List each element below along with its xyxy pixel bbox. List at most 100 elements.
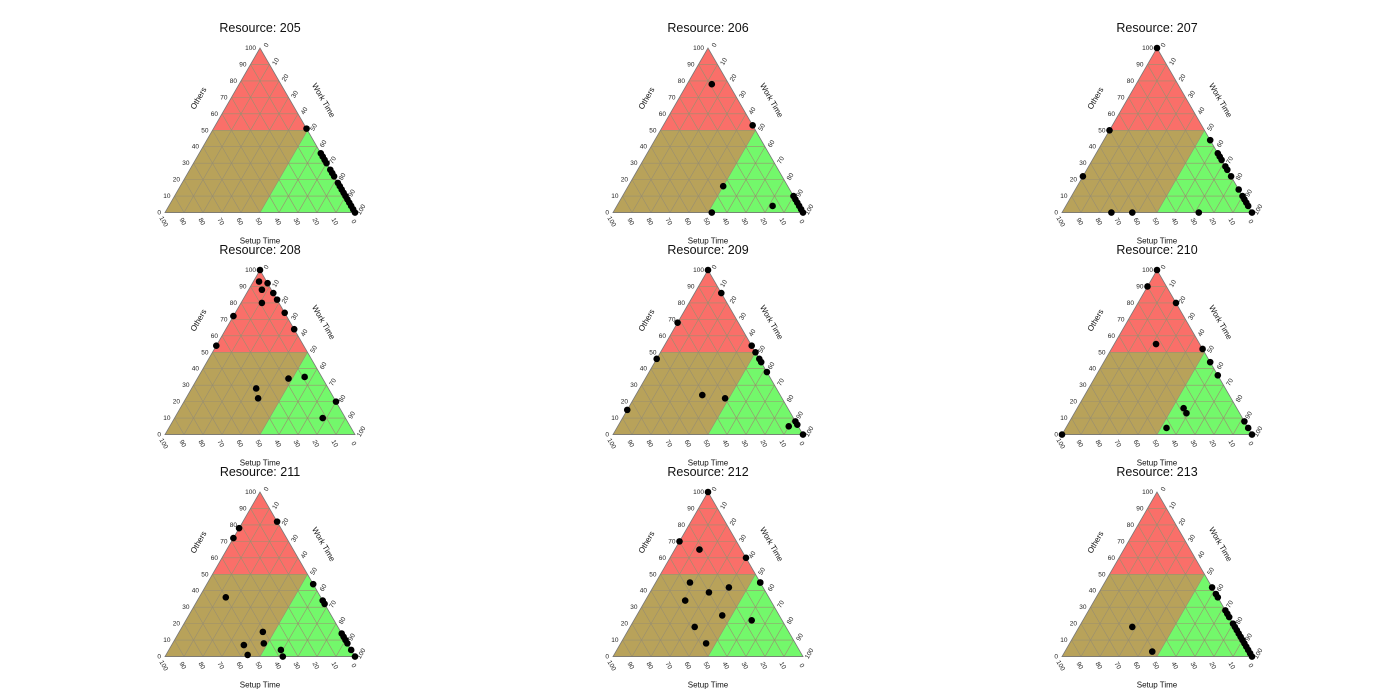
grid-line [622,639,633,657]
data-point [277,646,285,654]
tick-label-others: 70 [668,538,676,545]
tick-label-setup: 0 [349,440,357,447]
tick-label-work: 40 [300,328,310,338]
tick-label-setup: 20 [310,439,320,449]
grid-line [231,541,299,657]
grid-line [221,319,289,435]
tick-label-others: 10 [1060,637,1068,644]
grid-line [221,541,289,657]
tick-label-work: 0 [1160,486,1168,493]
data-point [1183,409,1190,417]
data-point [1199,345,1206,353]
grid-line [183,179,204,213]
tick-label-setup: 90 [1074,661,1084,671]
grid-line [698,286,785,435]
tick-label-setup: 20 [758,217,768,227]
tick-label-work: 30 [738,533,748,543]
region-mid [1109,130,1205,213]
ternary-panel: Resource: 212 0 0 0 10 10 10 20 20 20 30 30 30 40 40 40… [601,454,861,690]
tick-label-setup: 80 [644,439,654,449]
axis-title-setup: Setup Time [240,459,281,468]
grid-line [698,508,785,657]
grid-line [202,368,242,435]
grid-line [726,368,766,435]
region-mid [212,574,308,657]
grid-line [1175,590,1215,657]
tick-label-work: 90 [795,632,805,642]
data-point [704,488,712,496]
grid-line [212,574,261,657]
grid-line [1090,607,1120,657]
axis-title-work: Work Time [758,82,785,120]
grid-line [316,179,337,213]
tick-label-work: 100 [356,647,368,660]
data-point [1163,424,1170,432]
tick-label-others: 20 [1070,399,1078,406]
ternary-plot-svg: Resource: 213000101010202020303030404040… [1054,465,1264,690]
tick-label-setup: 50 [1150,439,1160,449]
tick-label-work: 80 [338,394,348,404]
tick-label-work: 50 [757,566,767,576]
tick-label-work: 40 [748,106,758,116]
grid-line [631,401,652,435]
data-point [255,278,263,285]
tick-label-work: 70 [1225,599,1235,609]
data-point [799,209,807,216]
tick-label-others: 20 [621,177,629,184]
grid-line [259,352,308,435]
grid-line [1118,541,1186,657]
grid-line [650,368,690,435]
tick-label-work: 70 [776,155,786,165]
axis-title-work: Work Time [310,526,337,564]
plot-title: Resource: 213 [1116,465,1197,479]
grid-line [1213,179,1234,213]
data-point [699,391,706,399]
data-point [244,651,251,659]
tick-label-work: 0 [711,264,719,271]
tick-label-others: 90 [687,61,695,68]
tick-label-others: 80 [678,300,686,307]
data-point [264,279,271,287]
tick-label-work: 10 [719,56,729,66]
tick-label-work: 90 [795,410,805,420]
tick-label-work: 50 [309,566,319,576]
data-point [301,373,308,381]
tick-label-others: 90 [687,505,695,512]
grid-line [641,385,671,435]
grid-line [745,385,775,435]
data-point [270,289,277,297]
tick-label-others: 60 [211,111,219,118]
data-point [769,202,776,210]
grid-line [1128,97,1196,213]
axis-title-work: Work Time [310,82,337,120]
data-point [1224,166,1231,174]
region-mid [660,574,756,657]
tick-label-others: 50 [201,571,209,578]
data-point [1235,186,1242,193]
tick-label-setup: 50 [1150,217,1160,227]
tick-label-others: 70 [1117,94,1125,101]
data-point [794,421,801,428]
tick-label-others: 30 [1079,604,1087,611]
tick-label-work: 80 [1235,172,1245,182]
grid-line [641,163,671,213]
tick-label-work: 100 [356,425,368,438]
grid-line [650,590,690,657]
tick-label-others: 40 [1089,366,1097,373]
tick-label-setup: 80 [196,439,206,449]
tick-label-others: 90 [239,283,247,290]
grid-line [679,541,747,657]
tick-label-others: 20 [1070,177,1078,184]
tick-label-others: 70 [668,94,676,101]
grid-line [783,639,794,657]
plot-title: Resource: 212 [667,465,748,479]
grid-line [278,146,318,213]
tick-label-setup: 90 [177,661,187,671]
tick-label-others: 90 [1136,61,1144,68]
tick-label-setup: 90 [177,439,187,449]
tick-label-setup: 30 [1188,661,1198,671]
tick-label-others: 60 [1108,555,1116,562]
data-point [240,641,248,649]
grid-line [669,541,737,657]
tick-label-work: 20 [1178,517,1188,527]
